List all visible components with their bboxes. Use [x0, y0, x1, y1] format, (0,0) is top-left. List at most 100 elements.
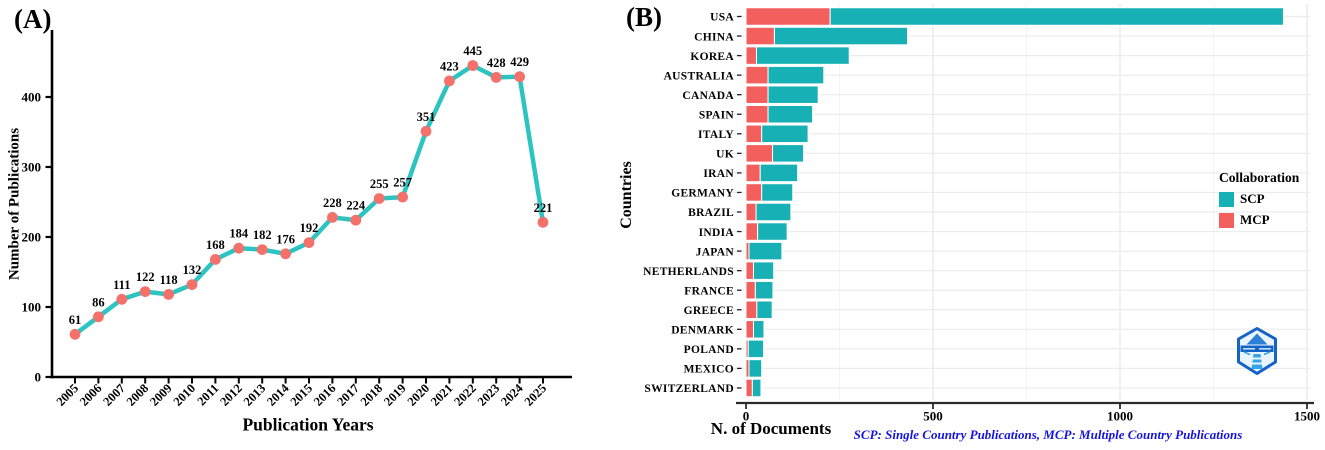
data-point-label: 423: [440, 59, 459, 73]
x-axis-tick-label: 2008: [124, 381, 152, 409]
country-label: GREECE: [684, 305, 734, 317]
data-point-label: 192: [300, 221, 319, 235]
data-point-label: 118: [160, 273, 178, 287]
data-point: [163, 289, 175, 300]
x-axis-tick-label: 2018: [358, 381, 386, 409]
bar-segment-scp: [767, 65, 825, 85]
legend-swatch-scp: [1219, 191, 1234, 207]
data-point-label: 168: [206, 238, 225, 252]
country-label: KOREA: [690, 51, 734, 63]
panel-b-x-axis-title: N. of Documents: [710, 419, 832, 438]
bar-segment-scp: [752, 320, 765, 339]
x-axis-tick-label: 2015: [288, 381, 316, 409]
country-label: IRAN: [703, 168, 734, 180]
bar-segment-mcp: [745, 26, 775, 46]
country-label: FRANCE: [684, 285, 734, 297]
y-axis-tick-label: 100: [22, 300, 42, 315]
bar-segment-mcp: [745, 222, 759, 241]
country-label: POLAND: [684, 344, 734, 356]
bar-segment-scp: [761, 183, 794, 202]
country-label: AUSTRALIA: [664, 70, 735, 82]
y-axis-tick-label: 200: [22, 230, 42, 245]
x-axis-tick-label: 2006: [77, 381, 105, 409]
bar-segment-scp: [829, 7, 1284, 26]
data-point: [210, 254, 221, 265]
lighthouse-logo-graphic: [1237, 327, 1277, 375]
x-axis-tick-label: 500: [923, 409, 943, 424]
y-axis-tick-label: 300: [22, 160, 42, 175]
bar-segment-scp: [752, 261, 775, 280]
country-label: DENMARK: [671, 325, 734, 337]
panel-b-y-axis-title: Countries: [618, 161, 635, 229]
bar-segment-mcp: [745, 378, 753, 398]
country-label: CANADA: [682, 90, 734, 102]
bar-segment-mcp: [745, 300, 758, 319]
bar-segment-scp: [773, 26, 909, 46]
x-axis-tick-label: 2013: [241, 381, 269, 409]
data-point-label: 221: [534, 201, 553, 215]
data-point-label: 122: [136, 270, 155, 284]
bar-segment-scp: [755, 202, 792, 222]
bar-segment-scp: [756, 300, 773, 319]
legend-item-mcp: MCP: [1219, 212, 1299, 228]
data-point: [537, 216, 549, 228]
data-point-label: 351: [417, 110, 436, 124]
bar-segment-mcp: [745, 261, 754, 280]
data-point-label: 255: [370, 177, 389, 191]
bar-segment-mcp: [745, 105, 769, 124]
data-point: [514, 71, 525, 83]
data-point-label: 61: [69, 313, 82, 327]
x-axis-tick-label: 2017: [334, 381, 362, 409]
publications-line-chart: 0100200300400200520062007200820092010201…: [22, 30, 572, 409]
legend-label-mcp: MCP: [1240, 212, 1270, 227]
bar-segment-scp: [767, 105, 814, 124]
bar-segment-mcp: [745, 280, 756, 300]
panel-a-x-axis-title: Publication Years: [242, 414, 374, 435]
bar-segment-mcp: [745, 320, 754, 339]
country-label: SWITZERLAND: [644, 383, 734, 395]
bar-segment-scp: [767, 85, 819, 104]
x-axis-tick-label: 2021: [428, 381, 456, 409]
x-axis-tick-label: 2023: [475, 381, 503, 409]
data-point-label: 224: [346, 199, 366, 213]
panel-a-label: (A): [14, 4, 52, 34]
data-point: [397, 191, 408, 203]
panel-a-y-axis-title: Number of Publications: [6, 127, 23, 281]
bar-segment-scp: [759, 163, 799, 183]
data-point: [116, 293, 128, 305]
x-axis-tick-label: 2016: [311, 381, 339, 409]
legend-item-scp: SCP: [1219, 191, 1299, 207]
legend: Collaboration SCP MCP: [1219, 170, 1299, 228]
data-point-label: 257: [393, 176, 412, 190]
panel-b-label: (B): [626, 2, 662, 32]
data-point-label: 182: [253, 228, 272, 242]
bar-segment-scp: [772, 144, 805, 163]
x-axis-tick-label: 2025: [522, 381, 550, 409]
data-point: [256, 244, 268, 256]
x-axis-tick-label: 2005: [54, 381, 82, 409]
legend-label-scp: SCP: [1240, 191, 1265, 206]
bar-segment-mcp: [745, 46, 757, 65]
data-point: [327, 212, 338, 223]
data-point: [373, 193, 385, 204]
country-label: NETHERLANDS: [643, 266, 734, 278]
country-label: JAPAN: [696, 246, 735, 258]
x-axis-tick-label: 0: [743, 409, 750, 424]
bar-segment-mcp: [745, 65, 769, 85]
country-collaboration-bar-chart: USA CHINA KOREA AUSTRALIA CANADA SPAIN ITALY UK…: [643, 4, 1320, 424]
bar-segment-mcp: [745, 144, 774, 163]
y-axis-tick-label: 400: [22, 90, 42, 105]
bar-segment-scp: [748, 241, 783, 261]
data-point-label: 86: [92, 295, 105, 309]
bar-segment-mcp: [745, 163, 761, 183]
data-point-label: 111: [113, 278, 130, 292]
footnote: SCP: Single Country Publications, MCP: M…: [853, 427, 1243, 442]
panel-b: USA CHINA KOREA AUSTRALIA CANADA SPAIN ITALY UK…: [610, 0, 1325, 450]
bar-segment-scp: [748, 359, 763, 378]
country-label: GERMANY: [671, 188, 734, 200]
country-label: BRAZIL: [688, 207, 734, 219]
x-axis-tick-label: 2019: [381, 381, 409, 409]
x-axis-tick-label: 2010: [171, 381, 199, 409]
data-point-label: 132: [183, 263, 202, 277]
